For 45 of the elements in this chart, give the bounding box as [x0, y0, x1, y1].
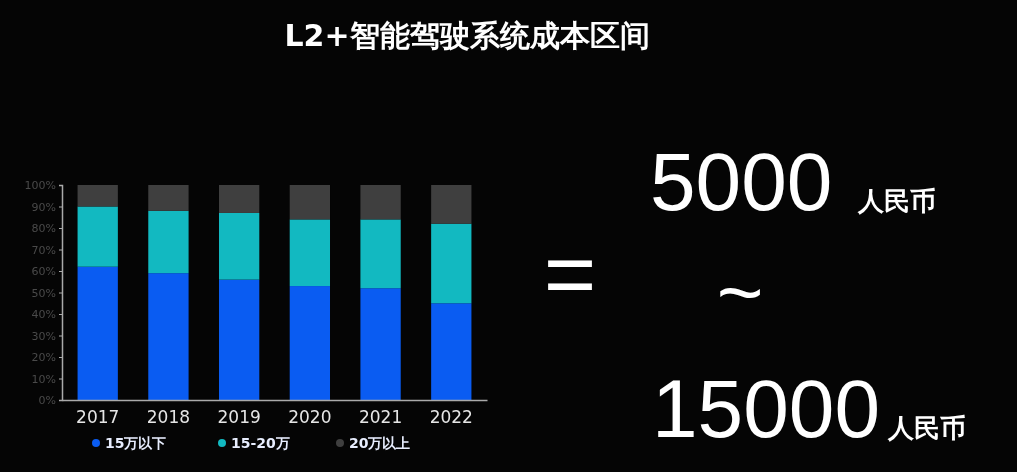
- text: 人民币: [857, 186, 936, 216]
- bar: [289, 219, 331, 287]
- bar: [77, 185, 118, 207]
- bar: [148, 185, 189, 211]
- bar: [77, 206, 118, 267]
- y-tick-label: 0%: [38, 394, 56, 408]
- y-tick-label: 40%: [31, 308, 56, 322]
- y-tick-label: 90%: [31, 200, 56, 214]
- x-tick-label: 2017: [76, 407, 120, 428]
- text: ~: [716, 248, 764, 337]
- y-tick-label: 70%: [31, 243, 56, 257]
- text: 15000: [652, 363, 881, 454]
- bar: [431, 185, 472, 224]
- legend-label: 20万以上: [349, 435, 411, 451]
- bar: [148, 210, 189, 274]
- bar: [77, 266, 118, 400]
- y-tick-label: 80%: [31, 222, 56, 236]
- bar: [360, 288, 401, 400]
- x-tick-label: 2020: [288, 407, 332, 428]
- bar: [431, 303, 472, 400]
- legend-label: 15-20万: [231, 435, 290, 451]
- y-tick-label: 20%: [31, 351, 56, 365]
- bar: [360, 185, 401, 220]
- bar: [218, 212, 260, 280]
- bar: [218, 279, 260, 400]
- y-tick-label: 100%: [24, 179, 56, 193]
- x-tick-label: 2021: [358, 407, 403, 428]
- bar: [218, 185, 260, 213]
- bar: [289, 286, 331, 400]
- legend-label: 15万以下: [105, 435, 167, 451]
- x-tick-label: 2018: [146, 407, 191, 428]
- text: =: [543, 224, 597, 324]
- bar: [360, 219, 401, 289]
- y-tick-label: 10%: [31, 372, 56, 386]
- bar: [148, 273, 189, 400]
- text: 5000: [650, 136, 833, 227]
- bar: [431, 223, 472, 304]
- y-tick-label: 30%: [31, 329, 56, 343]
- x-tick-label: 2019: [217, 407, 261, 428]
- y-tick-label: 50%: [31, 286, 56, 300]
- x-tick-label: 2022: [429, 407, 473, 428]
- bar: [289, 185, 331, 220]
- y-tick-label: 60%: [31, 265, 56, 279]
- chart-title: L2+智能驾驶系统成本区间: [284, 18, 650, 53]
- text: 人民币: [887, 413, 966, 443]
